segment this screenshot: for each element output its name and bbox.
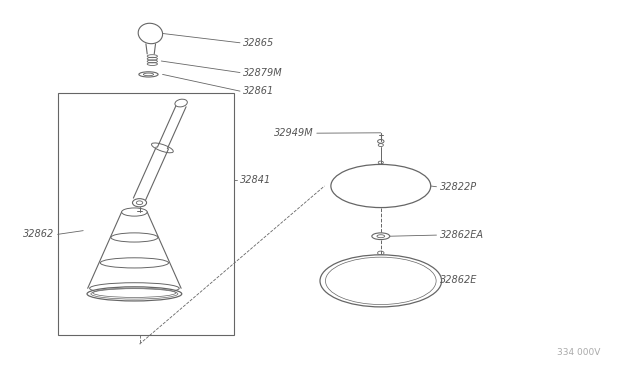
Ellipse shape bbox=[175, 99, 188, 107]
Ellipse shape bbox=[111, 233, 158, 242]
Ellipse shape bbox=[100, 258, 168, 268]
Bar bbox=[58, 93, 234, 335]
Ellipse shape bbox=[320, 255, 442, 307]
Ellipse shape bbox=[132, 199, 147, 207]
Text: 32879M: 32879M bbox=[243, 68, 283, 77]
Ellipse shape bbox=[372, 233, 390, 240]
Ellipse shape bbox=[331, 164, 431, 208]
Text: 32861: 32861 bbox=[243, 86, 275, 96]
Ellipse shape bbox=[122, 208, 147, 216]
Ellipse shape bbox=[87, 287, 182, 301]
Text: 32949M: 32949M bbox=[274, 128, 314, 138]
Text: 32862E: 32862E bbox=[440, 275, 477, 285]
Ellipse shape bbox=[90, 283, 179, 294]
Text: 32822P: 32822P bbox=[440, 182, 477, 192]
Text: 32862EA: 32862EA bbox=[440, 230, 484, 240]
Text: 32862: 32862 bbox=[23, 230, 54, 239]
Text: 32841: 32841 bbox=[240, 176, 271, 185]
Text: 32865: 32865 bbox=[243, 38, 275, 48]
Text: 334 000V: 334 000V bbox=[557, 348, 600, 357]
